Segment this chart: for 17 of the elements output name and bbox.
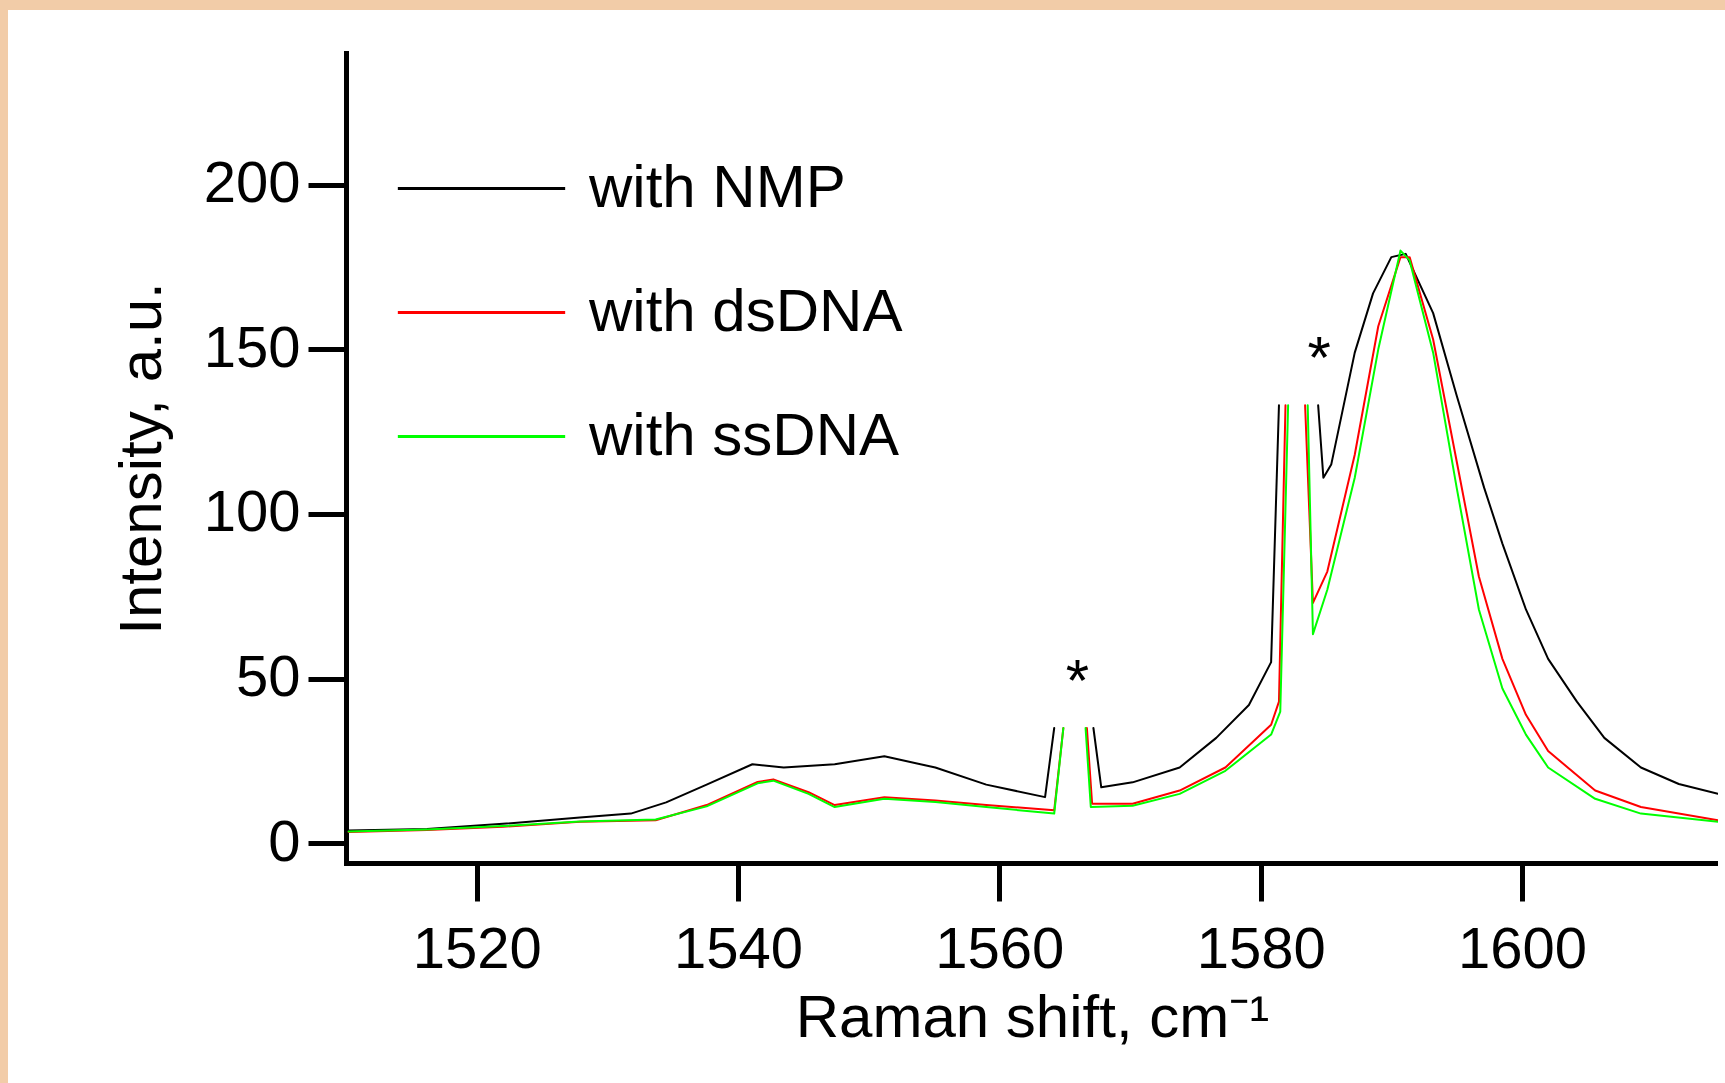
- legend-label: with dsDNA: [588, 276, 903, 344]
- x-tick-label: 1600: [1457, 914, 1588, 980]
- x-axis-title: Raman shift, cm⁻¹: [795, 982, 1270, 1050]
- x-tick-label: 1520: [412, 914, 542, 980]
- y-tick-label: 0: [268, 807, 301, 873]
- y-axis-title: Intensity, a.u.: [106, 282, 174, 635]
- legend-label: with ssDNA: [588, 400, 900, 468]
- annotation: *: [1307, 324, 1331, 392]
- y-tick-label: 100: [203, 478, 301, 544]
- legend-label: with NMP: [588, 152, 846, 220]
- y-tick-label: 50: [235, 643, 301, 709]
- y-tick-label: 200: [203, 149, 301, 215]
- x-tick-label: 1540: [673, 914, 804, 980]
- annotation: *: [1065, 647, 1090, 714]
- y-tick-label: 150: [203, 313, 301, 379]
- x-tick-label: 1580: [1196, 914, 1326, 980]
- x-tick-label: 1560: [935, 914, 1065, 980]
